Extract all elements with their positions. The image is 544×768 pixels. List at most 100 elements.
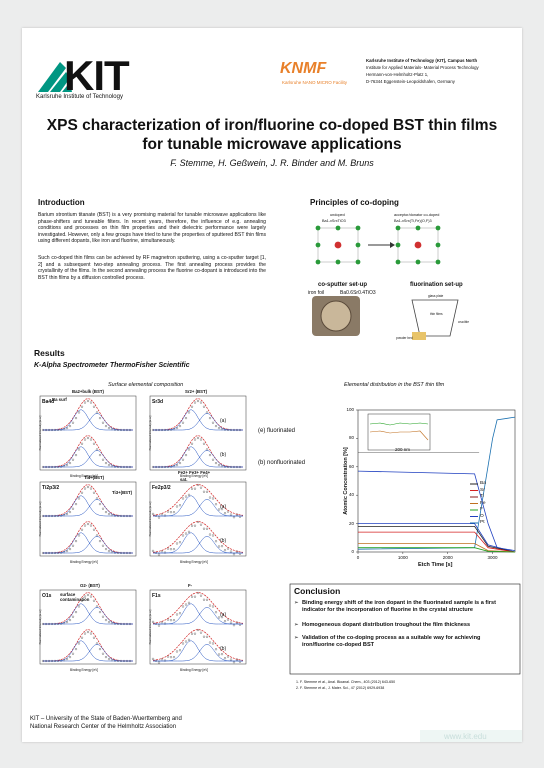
data-point <box>157 553 161 556</box>
data-point <box>86 593 90 597</box>
fit-curve <box>153 435 243 468</box>
data-point <box>205 411 209 414</box>
data-point <box>71 507 75 510</box>
data-point <box>101 652 105 655</box>
data-point <box>71 544 75 547</box>
setup-label: glass plate <box>428 294 444 298</box>
data-point <box>184 416 188 420</box>
institute-name: Karlsruhe Institute of Technology <box>36 94 123 100</box>
atom <box>435 259 441 265</box>
plot-frame <box>357 409 516 553</box>
data-point <box>68 655 72 659</box>
data-point <box>83 632 87 635</box>
axis-label: Normalized Intensity [a.u.] <box>38 609 42 645</box>
data-point <box>95 411 99 414</box>
data-point <box>217 508 221 511</box>
component <box>43 640 133 662</box>
data-point <box>89 401 93 404</box>
data-point <box>80 599 84 602</box>
data-point <box>187 411 191 414</box>
trace-label: (a) <box>220 612 227 618</box>
section-heading: Results <box>34 348 65 358</box>
reference: 2. F. Stemme et al., J. Mater. Sci., 47 … <box>296 686 385 690</box>
atom <box>395 242 401 248</box>
data-point <box>104 461 108 465</box>
reference: 1. F. Stemme et al., Anal. Bioanal. Chem… <box>296 680 396 684</box>
data-point <box>65 512 69 516</box>
data-point <box>205 448 209 451</box>
data-point <box>235 550 239 553</box>
peak-label: Ti3+(BST) <box>112 490 133 495</box>
component <box>43 409 133 431</box>
data-point <box>199 438 203 441</box>
spectrum-frame <box>39 395 137 471</box>
data-point <box>89 524 93 527</box>
data-point <box>202 527 206 530</box>
axis-label: Binding Energy [eV] <box>180 560 209 564</box>
data-point <box>214 540 218 543</box>
data-point <box>217 545 221 548</box>
data-point <box>202 442 206 445</box>
data-point <box>202 598 206 601</box>
data-point <box>178 424 182 428</box>
poster-title: XPS characterization of iron/fluorine co… <box>46 117 498 153</box>
panel-label: Ba4d <box>42 399 55 405</box>
data-point <box>77 534 81 537</box>
data-point <box>190 595 194 598</box>
data-point <box>169 619 173 622</box>
kit-logo <box>38 62 72 92</box>
knmf-badge <box>276 62 360 96</box>
data-point <box>80 528 84 531</box>
component <box>43 603 133 625</box>
data-point <box>208 453 212 457</box>
data-point <box>65 463 69 467</box>
component <box>43 413 133 431</box>
fit-curve <box>152 521 244 553</box>
data-point <box>92 636 96 639</box>
spectrum-frame <box>149 481 247 557</box>
data-point <box>223 512 227 515</box>
trace-label: (b) <box>220 452 227 458</box>
component <box>153 409 243 431</box>
data-point <box>107 620 111 624</box>
axis-label: Binding Energy [eV] <box>70 560 99 564</box>
peak-label: Ba surf <box>52 397 67 402</box>
data-point <box>226 547 230 550</box>
data-point <box>101 421 105 424</box>
url-band <box>420 730 522 742</box>
data-point <box>95 448 99 451</box>
section-heading: Principles of co-doping <box>310 198 399 207</box>
data-point <box>92 528 96 531</box>
panel-label: O1s <box>42 593 52 599</box>
legend-label: Pt <box>480 520 485 525</box>
intro-paragraph: Such co-doped thin films can be achieved… <box>38 255 266 281</box>
axis-label: Normalized Intensity [a.u.] <box>148 415 152 451</box>
data-point <box>187 530 191 533</box>
trace-label: (b) nonfluorinated <box>258 460 306 466</box>
atom <box>315 259 321 265</box>
data-point <box>223 657 227 660</box>
fit-curve <box>43 398 133 431</box>
data-point <box>86 522 90 526</box>
target-disc <box>320 300 352 332</box>
data-point <box>202 635 206 638</box>
data-point <box>83 438 87 441</box>
data-point <box>181 421 185 424</box>
knmf-subtitle: Karlsruhe NANO MICRO Facility <box>282 80 348 85</box>
section-heading: Introduction <box>38 198 85 207</box>
data-point <box>211 642 215 645</box>
axis-label: Normalized Intensity [a.u.] <box>38 415 42 451</box>
component <box>153 640 243 662</box>
fit-curve <box>43 435 133 468</box>
data-point <box>83 595 87 598</box>
data-point <box>175 463 179 467</box>
data-point <box>77 497 81 500</box>
component <box>153 499 243 517</box>
data-point <box>71 652 75 655</box>
data-point <box>193 438 197 441</box>
setup-label: co-sputter set-up <box>318 282 368 288</box>
data-point <box>83 401 87 404</box>
data-point <box>101 615 105 618</box>
y-tick-label: 0 <box>351 549 354 554</box>
